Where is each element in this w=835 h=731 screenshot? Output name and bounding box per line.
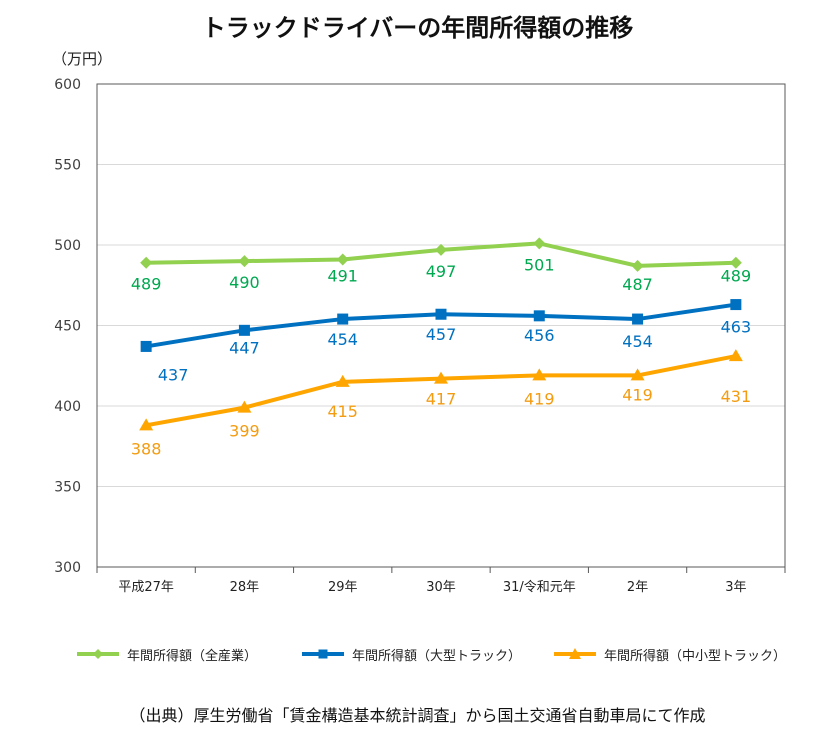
source-note: （出典）厚生労働省「賃金構造基本統計調査」から国土交通省自動車局にて作成 (129, 706, 706, 725)
data-point-marker (533, 310, 545, 322)
data-label: 417 (426, 390, 457, 409)
y-tick-label: 550 (54, 158, 81, 174)
data-point-marker (632, 313, 644, 325)
x-tick-label: 29年 (328, 580, 358, 595)
data-label: 447 (229, 338, 260, 357)
data-label: 491 (327, 266, 358, 285)
data-point-marker (730, 299, 742, 311)
data-label: 415 (327, 402, 358, 421)
data-label: 419 (622, 385, 653, 404)
legend-label: 年間所得額（大型トラック） (352, 648, 522, 664)
line-chart: 300 350 400 450 500 550 600 平成27年 28年 29年 30年 31/令和… (54, 77, 786, 595)
legend-swatch (77, 649, 119, 659)
y-tick-label: 400 (54, 399, 81, 415)
legend-item: 年間所得額（全産業） (75, 642, 257, 666)
legend-item: 年間所得額（大型トラック） (300, 642, 521, 666)
data-point-marker (337, 313, 349, 325)
data-label: 431 (721, 387, 752, 406)
data-label: 454 (327, 330, 358, 349)
plot-area-border (96, 83, 786, 568)
x-tick-label: 2年 (627, 580, 648, 595)
x-tick-label: 3年 (725, 580, 746, 595)
chart-title: トラックドライバーの年間所得額の推移 (201, 14, 634, 42)
chart-legend: 年間所得額（全産業） 年間所得額（大型トラック） 年間所得額（中小型トラック） (75, 642, 815, 666)
data-point-marker (140, 340, 152, 352)
data-point-marker (631, 259, 644, 272)
x-tick-label: 28年 (230, 580, 260, 595)
data-label: 497 (426, 262, 457, 281)
data-label: 463 (721, 318, 752, 337)
data-point-marker (139, 418, 154, 431)
y-tick-label: 500 (54, 238, 81, 254)
data-point-marker (336, 253, 349, 266)
data-point-marker (237, 400, 252, 413)
y-tick-label: 600 (54, 77, 81, 93)
x-tick-label: 31/令和元年 (503, 580, 576, 595)
data-label: 388 (131, 439, 162, 458)
data-label: 501 (524, 255, 555, 274)
legend-label: 年間所得額（中小型トラック） (604, 648, 787, 664)
legend-swatch (554, 648, 596, 659)
y-tick-label: 450 (54, 319, 81, 335)
data-point-marker (630, 368, 645, 381)
x-tick-label: 30年 (426, 580, 456, 595)
y-tick-label: 350 (54, 480, 81, 496)
data-point-marker (238, 324, 250, 336)
data-point-marker (532, 368, 547, 381)
data-point-marker (140, 256, 153, 269)
data-point-marker (238, 255, 251, 268)
y-tick-label: 300 (54, 560, 81, 576)
data-point-marker (434, 371, 448, 384)
data-label: 437 (158, 365, 189, 384)
data-label: 399 (229, 422, 260, 441)
data-label: 419 (524, 389, 555, 408)
data-label: 490 (229, 273, 260, 292)
legend-swatch (302, 649, 344, 659)
data-point-marker (435, 243, 447, 256)
data-label: 457 (426, 325, 457, 344)
y-axis-unit-label: （万円） (52, 50, 113, 68)
data-point-marker (435, 308, 447, 320)
data-point-marker (533, 237, 546, 250)
x-tick-label: 平成27年 (118, 580, 174, 595)
data-point-marker (728, 349, 743, 362)
data-label: 489 (721, 267, 752, 286)
data-label: 454 (622, 332, 653, 351)
data-point-marker (729, 256, 742, 269)
data-label: 487 (622, 275, 653, 294)
legend-label: 年間所得額（全産業） (127, 648, 258, 664)
data-label: 456 (524, 326, 555, 345)
legend-item: 年間所得額（中小型トラック） (552, 642, 786, 666)
data-point-marker (335, 374, 350, 387)
data-label: 489 (131, 275, 162, 294)
